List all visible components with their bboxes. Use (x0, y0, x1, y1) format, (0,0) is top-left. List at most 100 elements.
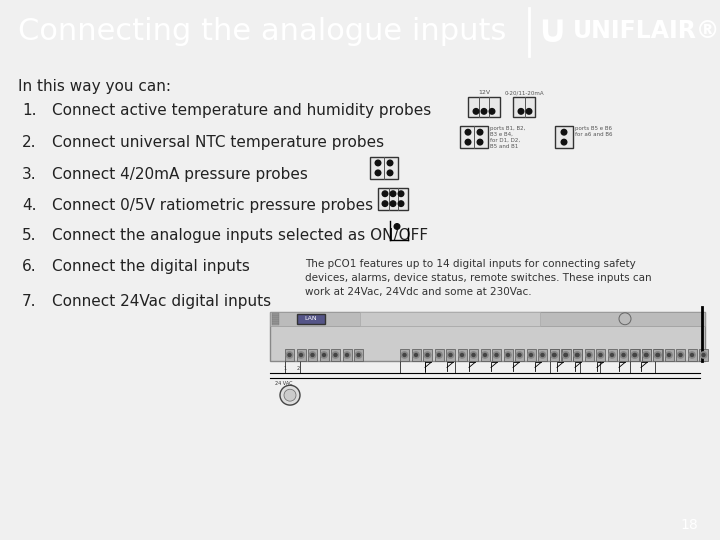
Circle shape (561, 139, 567, 145)
Text: 18: 18 (680, 518, 698, 532)
Circle shape (382, 191, 388, 197)
Circle shape (424, 352, 431, 358)
Circle shape (459, 352, 465, 358)
Bar (538, 348, 547, 361)
Circle shape (482, 352, 488, 358)
Circle shape (645, 354, 648, 356)
Bar (608, 348, 616, 361)
Circle shape (529, 354, 533, 356)
Bar (642, 348, 650, 361)
Circle shape (654, 352, 661, 358)
Circle shape (323, 354, 325, 356)
Circle shape (575, 352, 581, 358)
Circle shape (631, 352, 638, 358)
Bar (676, 348, 685, 361)
Bar (331, 348, 340, 361)
Circle shape (518, 109, 523, 114)
Bar (619, 348, 628, 361)
Circle shape (346, 354, 348, 356)
Bar (400, 348, 409, 361)
Bar (343, 348, 351, 361)
Circle shape (461, 354, 464, 356)
Circle shape (561, 130, 567, 135)
Text: 5.: 5. (22, 228, 37, 244)
Bar (642, 348, 651, 361)
Bar (412, 348, 420, 361)
Circle shape (563, 352, 570, 358)
Bar (457, 348, 467, 361)
Bar (370, 157, 398, 179)
Circle shape (666, 352, 672, 358)
Circle shape (333, 352, 338, 358)
Bar (503, 348, 513, 361)
Bar (596, 348, 605, 361)
Bar (573, 348, 582, 361)
Circle shape (311, 354, 314, 356)
Circle shape (518, 354, 521, 356)
Circle shape (382, 201, 388, 206)
Text: 0-20/11-20mA: 0-20/11-20mA (504, 91, 544, 96)
Bar (480, 348, 490, 361)
Bar (434, 348, 444, 361)
Bar (549, 348, 559, 361)
Circle shape (387, 160, 393, 166)
Bar (270, 312, 705, 326)
Text: 12V: 12V (478, 91, 490, 96)
Circle shape (495, 354, 498, 356)
Text: Connect universal NTC temperature probes: Connect universal NTC temperature probes (52, 135, 384, 150)
Circle shape (355, 352, 361, 358)
Bar (572, 348, 582, 361)
Circle shape (357, 354, 360, 356)
Circle shape (465, 130, 471, 135)
Circle shape (553, 354, 556, 356)
Circle shape (390, 201, 396, 206)
Bar (378, 188, 408, 210)
Text: Connect 24Vac digital inputs: Connect 24Vac digital inputs (52, 294, 271, 309)
Bar (515, 348, 524, 361)
Circle shape (586, 352, 593, 358)
Bar (272, 315, 279, 317)
Circle shape (690, 354, 693, 356)
Circle shape (574, 352, 580, 358)
Circle shape (701, 352, 707, 358)
Bar (561, 348, 570, 361)
Circle shape (621, 352, 626, 358)
Circle shape (539, 352, 546, 358)
Circle shape (344, 352, 350, 358)
Circle shape (575, 354, 578, 356)
Bar (550, 348, 559, 361)
Circle shape (472, 354, 475, 356)
Circle shape (656, 354, 659, 356)
Circle shape (300, 354, 302, 356)
Circle shape (678, 352, 684, 358)
Circle shape (280, 385, 300, 405)
Text: Connect 4/20mA pressure probes: Connect 4/20mA pressure probes (52, 167, 308, 182)
Circle shape (387, 170, 393, 176)
Text: Connecting the analogue inputs: Connecting the analogue inputs (18, 17, 506, 46)
Circle shape (298, 352, 304, 358)
Circle shape (321, 352, 327, 358)
Circle shape (506, 354, 510, 356)
Bar (460, 126, 488, 148)
Bar (492, 348, 501, 361)
Bar (297, 348, 305, 361)
Text: UNIFLAIR®: UNIFLAIR® (572, 18, 720, 43)
Bar (469, 348, 478, 361)
Text: 24 VAC: 24 VAC (275, 381, 292, 386)
Circle shape (489, 109, 495, 114)
Text: ∪: ∪ (536, 11, 568, 50)
Text: Connect the analogue inputs selected as ON/OFF: Connect the analogue inputs selected as … (52, 228, 428, 244)
Bar (585, 348, 593, 361)
Text: Connect the digital inputs: Connect the digital inputs (52, 259, 250, 274)
Bar (423, 348, 432, 361)
Circle shape (644, 354, 647, 356)
Bar (285, 348, 294, 361)
Bar (562, 348, 570, 361)
Bar (272, 318, 279, 319)
Circle shape (564, 354, 567, 356)
Circle shape (447, 352, 454, 358)
Bar (272, 321, 279, 323)
Bar (653, 348, 662, 361)
Text: 2.: 2. (22, 135, 37, 150)
Circle shape (689, 352, 696, 358)
